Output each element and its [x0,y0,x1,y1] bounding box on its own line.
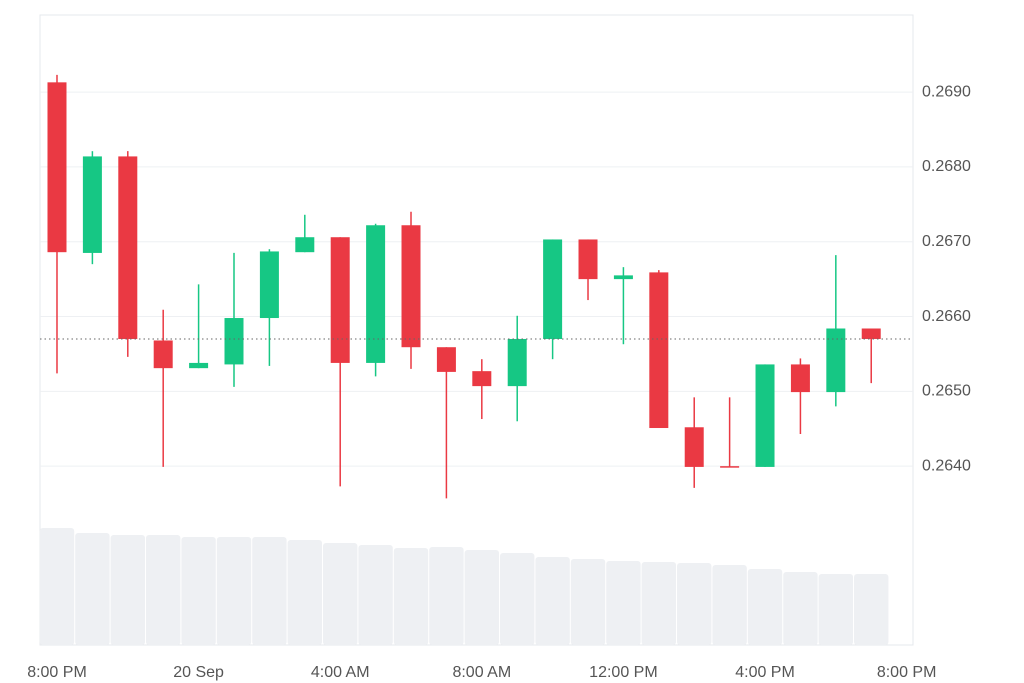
volume-bar [677,563,712,645]
candle-body [189,362,209,369]
volume-bar [323,543,358,645]
candle-body [472,371,492,387]
x-tick-label: 8:00 PM [877,664,937,681]
volume-bar [854,574,889,645]
volume-bar [216,537,252,645]
candle-body [47,82,67,253]
candle-body [578,239,598,280]
volume-bar [287,540,323,645]
volume-bar [393,548,429,645]
volume-bar [252,537,287,645]
volume-bar [39,528,75,645]
y-tick-label: 0.2650 [922,383,971,400]
candle-body [790,364,810,393]
candle-body [507,338,527,387]
x-tick-label: 8:00 AM [452,664,511,681]
x-tick-label: 20 Sep [173,664,224,681]
volume-bar [75,533,110,645]
candle-body [861,328,881,339]
volume-bar [181,537,216,645]
candle-body [826,328,846,393]
candle-body [366,225,386,363]
candle-body [118,156,138,339]
volume-bar [429,547,464,645]
candle-body [153,340,173,369]
volume-bar [464,550,500,645]
candle-body [259,251,279,319]
x-tick-label: 4:00 PM [735,664,795,681]
volume-bar [145,535,181,645]
volume-bar [712,565,747,645]
candle-body [224,318,244,365]
volume-bar [783,572,818,645]
y-tick-label: 0.2690 [922,83,971,100]
volume-bar [535,557,570,645]
volume-bar [641,562,677,645]
volume-bar [606,561,641,645]
candle-body [330,237,350,363]
volume-bar [818,574,854,645]
candle-body [684,427,704,467]
candle-body [755,364,775,467]
y-tick-label: 0.2640 [922,457,971,474]
y-tick-label: 0.2670 [922,233,971,250]
volume-bar [500,553,535,645]
candle-body [543,239,563,339]
y-tick-label: 0.2680 [922,158,971,175]
x-tick-label: 4:00 AM [311,664,370,681]
volume-bar [358,545,393,645]
candle-body [82,156,102,253]
volume-bar [110,535,145,645]
candle-body [401,225,421,348]
candle-body [613,275,633,280]
volume-bar [747,569,783,645]
candle-body [649,272,669,429]
y-tick-label: 0.2660 [922,308,971,325]
x-tick-label: 12:00 PM [589,664,657,681]
volume-bar [570,559,606,645]
candle-body [295,237,315,253]
candle-body [436,347,456,372]
x-tick-label: 8:00 PM [27,664,87,681]
candle-body [720,466,740,468]
